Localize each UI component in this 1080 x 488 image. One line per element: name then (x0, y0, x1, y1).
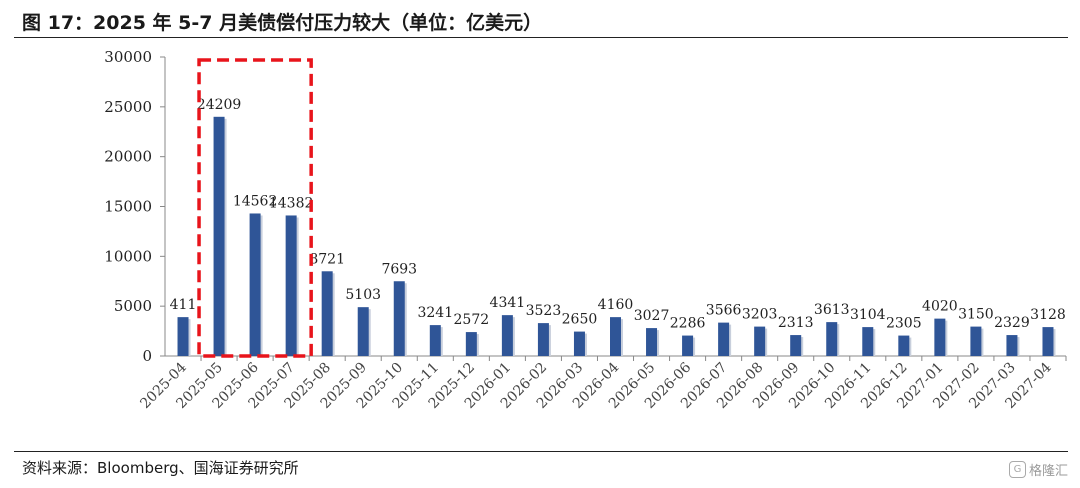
y-tick-label: 20000 (104, 148, 152, 166)
source-separator: 、 (178, 459, 194, 477)
bar (429, 325, 441, 356)
data-label: 2329 (994, 315, 1030, 331)
highlight-box (197, 58, 313, 358)
bar (862, 327, 874, 356)
top-rule (14, 37, 1068, 38)
bar (970, 326, 982, 356)
y-tick-label: 30000 (104, 48, 152, 66)
y-tick-label: 25000 (104, 98, 152, 116)
data-label: 3027 (634, 308, 670, 324)
data-label: 7693 (381, 261, 417, 277)
data-label: 4020 (922, 299, 958, 315)
data-label: 2650 (562, 312, 598, 328)
data-label: 3128 (1030, 307, 1066, 323)
bar (1006, 335, 1018, 356)
watermark: G 格隆汇 (1008, 460, 1068, 479)
y-tick-label: 15000 (104, 198, 152, 216)
bar (898, 335, 910, 356)
source-brand: Bloomberg (97, 459, 179, 477)
bar (718, 322, 730, 356)
bar (934, 318, 946, 356)
bottom-rule (14, 451, 1068, 452)
data-label: 3150 (958, 307, 994, 323)
y-tick-label: 5000 (114, 297, 152, 315)
data-label: 8721 (309, 251, 345, 267)
bar (501, 315, 513, 356)
bar (646, 328, 658, 356)
data-label: 2572 (454, 312, 490, 328)
bar (465, 332, 477, 356)
figure-title: 图 17：2025 年 5-7 月美债偿付压力较大（单位：亿美元） (22, 12, 543, 34)
data-label: 4341 (490, 295, 526, 311)
watermark-text: 格隆汇 (1028, 464, 1068, 479)
data-label: 14562 (233, 193, 278, 209)
y-tick-label: 10000 (104, 247, 152, 265)
data-label: 5103 (345, 287, 381, 303)
data-label: 411 (170, 297, 197, 313)
source-org: 国海证券研究所 (193, 459, 299, 477)
bar (285, 215, 297, 356)
bar (213, 116, 225, 356)
data-label: 2305 (886, 316, 922, 332)
bar (790, 335, 802, 356)
bar (826, 322, 838, 356)
bar (177, 317, 189, 356)
source-note: 资料来源：Bloomberg、国海证券研究所 (22, 457, 299, 478)
data-label: 3613 (814, 302, 850, 318)
watermark-logo-icon: G (1008, 461, 1026, 478)
data-label: 14382 (269, 195, 314, 211)
data-label: 3203 (742, 307, 778, 323)
bar (1042, 327, 1054, 356)
bar (249, 213, 261, 356)
bar (682, 335, 694, 356)
data-label: 3523 (526, 303, 562, 319)
bar (321, 271, 333, 356)
source-prefix: 资料来源： (22, 459, 98, 477)
data-label: 3104 (850, 307, 886, 323)
data-label: 2313 (778, 315, 814, 331)
bar (537, 323, 549, 356)
bar (393, 281, 405, 356)
data-label: 4160 (598, 297, 634, 313)
y-tick-label: 0 (142, 347, 152, 365)
bar (754, 326, 766, 356)
bar (357, 307, 369, 356)
data-label: 3566 (706, 303, 742, 319)
data-label: 2286 (670, 316, 706, 332)
data-label: 3241 (417, 305, 453, 321)
bar (610, 317, 621, 356)
bar (573, 331, 585, 356)
data-label: 24209 (197, 97, 242, 113)
